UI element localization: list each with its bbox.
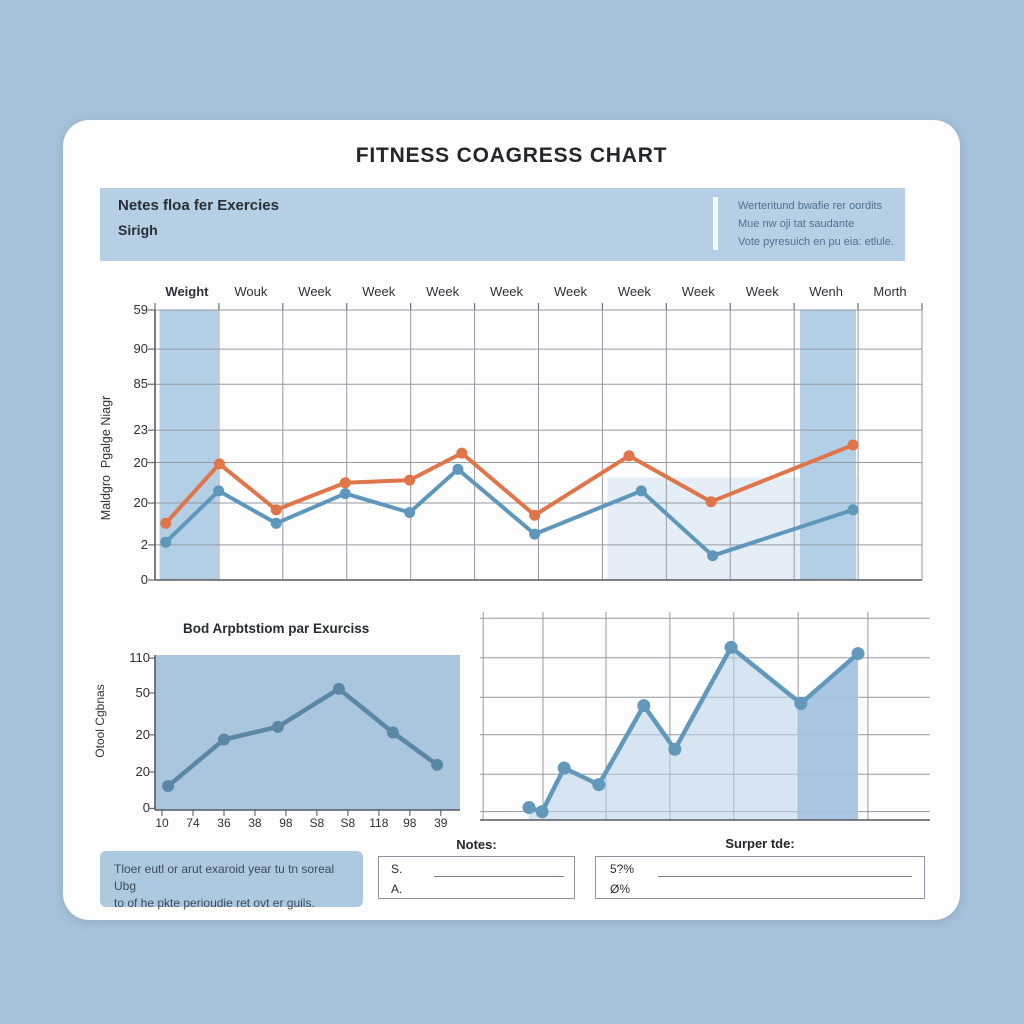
- calories-x-tick-9: 98: [403, 816, 417, 830]
- calories-y-tick-1: 110: [129, 650, 150, 666]
- calories-y-tick-5: 0: [142, 800, 150, 816]
- header-band-note-line: Vote pyresuich en pu eia: etlule.: [738, 236, 894, 248]
- main-y-tick-8: 0: [140, 572, 148, 587]
- calories-y-tick-4: 20: [135, 764, 150, 780]
- calories-y-tick-2: 50: [135, 684, 150, 700]
- summary-section-title: Surper tde:: [725, 836, 795, 851]
- calories-x-tick-6: S8: [309, 816, 325, 830]
- column-label-8: Week: [617, 284, 651, 299]
- footer-note-line: Tloer eutl or arut exaroid year tu tn so…: [114, 862, 335, 893]
- header-band: Netes floa fer Exercies Sirigh Werteritu…: [100, 188, 905, 261]
- notes-field-2-label: A.: [391, 882, 403, 896]
- calories-y-tick-3: 20: [135, 726, 150, 742]
- footer-note-line: to of he pkte perioudie ret ovt er guils…: [114, 896, 315, 910]
- main-y-tick-6: 20: [133, 495, 148, 511]
- column-label-5: Week: [426, 284, 460, 299]
- calories-line-chart-canvas: [148, 655, 460, 816]
- summary-field-1-value: 5?%: [610, 862, 635, 876]
- main-y-tick-5: 20: [133, 454, 148, 470]
- main-progress-chart-canvas: [148, 303, 923, 581]
- calories-x-tick-1: 10: [155, 816, 169, 830]
- calories-x-tick-4: 38: [248, 816, 262, 830]
- header-band-divider: [713, 197, 718, 250]
- calories-x-tick-3: 36: [217, 816, 231, 830]
- notes-field-1-label: S.: [391, 862, 403, 876]
- header-band-note-line: Werteritund bwafie rer oordits: [738, 200, 883, 212]
- calories-chart-title: Bod Arpbtstiom par Exurciss: [183, 621, 370, 636]
- main-y-tick-4: 23: [133, 422, 148, 438]
- page-title: FITNESS COAGRESS CHART: [355, 144, 668, 167]
- notes-field-box[interactable]: S. A.: [378, 856, 575, 899]
- main-chart-column-headers: Weight Wouk Week Week Week Week Week Week Week We…: [155, 284, 922, 302]
- progress-area-chart: [480, 612, 930, 821]
- main-y-tick-7: 2: [140, 536, 148, 552]
- main-progress-chart: [148, 303, 923, 581]
- header-band-notes: Werteritund bwafie rer oordits Mue nw oj…: [738, 197, 894, 251]
- calories-x-tick-7: S8: [340, 816, 356, 830]
- calories-x-tick-2: 74: [186, 816, 200, 830]
- progress-area-chart-canvas: [480, 612, 930, 821]
- column-label-4: Week: [362, 284, 396, 299]
- column-label-2: Wouk: [234, 284, 268, 299]
- calories-chart-y-axis-title: Otool Cgbnas: [93, 684, 107, 758]
- footer-note-box: Tloer eutl or arut exaroid year tu tn so…: [100, 851, 363, 910]
- calories-line-chart: [148, 655, 460, 816]
- main-y-tick-1: 59: [133, 302, 148, 317]
- notes-section-title: Notes:: [456, 837, 497, 852]
- header-band-note-line: Mue nw oji tat saudante: [738, 218, 855, 230]
- main-chart-y-axis-labels: 59 90 85 23 20 20 2 0: [98, 302, 148, 587]
- calories-x-tick-8: 118: [369, 816, 389, 830]
- column-label-9: Week: [681, 284, 715, 299]
- column-label-7: Week: [553, 284, 587, 299]
- column-label-1: Weight: [165, 284, 209, 299]
- calories-chart-y-axis-labels: 110 50 20 20 0: [110, 650, 150, 815]
- column-label-10: Week: [745, 284, 779, 299]
- calories-x-tick-10: 39: [434, 816, 448, 830]
- column-label-6: Week: [490, 284, 524, 299]
- main-y-tick-3: 85: [133, 376, 148, 392]
- column-label-3: Week: [298, 284, 332, 299]
- notes-field-1-input-line[interactable]: [434, 876, 564, 877]
- main-y-tick-2: 90: [133, 341, 148, 357]
- calories-chart-x-axis-labels: 10 74 36 38 98 S8 S8 118 98 39: [155, 816, 460, 832]
- summary-field-box[interactable]: 5?% Ø%: [595, 856, 925, 899]
- summary-field-2-value: Ø%: [610, 882, 631, 896]
- column-label-12: Morth: [873, 284, 907, 299]
- header-band-subtitle: Sirigh: [118, 222, 158, 238]
- main-chart-y-axis-title: Maldgro Pgalge Niagr: [99, 395, 113, 521]
- summary-field-1-input-line[interactable]: [658, 876, 912, 877]
- calories-x-tick-5: 98: [279, 816, 293, 830]
- header-band-title: Netes floa fer Exercies: [118, 197, 279, 214]
- column-label-11: Wenh: [809, 284, 843, 299]
